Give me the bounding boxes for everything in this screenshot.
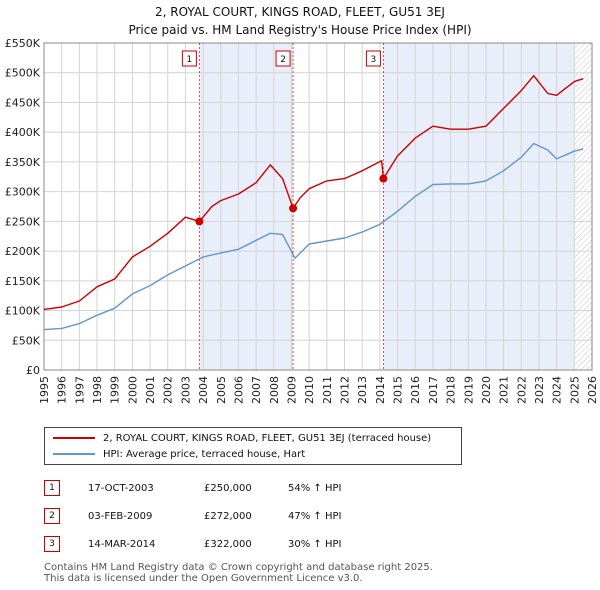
y-tick-label: £250K — [5, 215, 41, 228]
y-tick-label: £550K — [5, 37, 41, 50]
sale-number: 1 — [44, 480, 60, 496]
y-tick-label: £150K — [5, 275, 41, 288]
x-tick-label: 2016 — [409, 376, 422, 404]
sale-hpi-change: 30% ↑ HPI — [288, 538, 342, 550]
sales-table: 1 17-OCT-2003 £250,000 54% ↑ HPI 2 03-FE… — [44, 474, 341, 558]
price-chart: 2, ROYAL COURT, KINGS ROAD, FLEET, GU51 … — [5, 5, 599, 404]
x-tick-label: 2003 — [179, 376, 192, 404]
y-tick-label: £200K — [5, 245, 41, 258]
chart-title: 2, ROYAL COURT, KINGS ROAD, FLEET, GU51 … — [155, 5, 445, 19]
property-price-line — [43, 74, 584, 311]
plot-frame — [43, 42, 593, 371]
y-tick-label: £450K — [5, 96, 41, 109]
table-row: 3 14-MAR-2014 £322,000 30% ↑ HPI — [44, 530, 341, 558]
x-tick-label: 2024 — [551, 376, 564, 404]
x-tick-label: 2021 — [498, 376, 511, 404]
y-tick-label: £350K — [5, 156, 41, 169]
footer-licence: This data is licensed under the Open Gov… — [44, 573, 363, 584]
sale-price: £250,000 — [204, 482, 252, 494]
sale-date: 17-OCT-2003 — [88, 482, 154, 494]
sale-date: 14-MAR-2014 — [88, 538, 156, 550]
sale-label: 2 — [280, 55, 286, 65]
x-tick-label: 2020 — [480, 376, 493, 404]
sale-label-box — [365, 50, 381, 67]
legend-swatch-hpi — [53, 453, 95, 455]
sale-price: £272,000 — [204, 510, 252, 522]
sale-price: £322,000 — [204, 538, 252, 550]
x-tick-label: 2025 — [568, 376, 581, 404]
x-tick-label: 2019 — [462, 376, 475, 404]
forecast-hatch — [574, 43, 592, 370]
x-tick-label: 1999 — [109, 376, 122, 404]
x-tick-label: 2004 — [197, 376, 210, 404]
y-tick-label: £0 — [26, 364, 40, 377]
x-tick-label: 2023 — [533, 376, 546, 404]
sale-label-box — [181, 50, 197, 67]
x-tick-label: 2015 — [392, 376, 405, 404]
y-tick-label: £50K — [12, 334, 41, 347]
sale-label-box — [275, 50, 291, 67]
x-tick-label: 2011 — [321, 376, 334, 404]
sale-hpi-change: 54% ↑ HPI — [288, 482, 342, 494]
x-tick-label: 2013 — [356, 376, 369, 404]
y-tick-label: £500K — [5, 67, 41, 80]
table-row: 2 03-FEB-2009 £272,000 47% ↑ HPI — [44, 502, 341, 530]
sale-date: 03-FEB-2009 — [88, 510, 153, 522]
x-tick-label: 2014 — [374, 376, 387, 404]
x-tick-label: 2005 — [215, 376, 228, 404]
y-tick-label: £100K — [5, 305, 41, 318]
x-tick-label: 2007 — [250, 376, 263, 404]
sale-point — [379, 174, 388, 183]
y-tick-label: £400K — [5, 126, 41, 139]
chart-subtitle: Price paid vs. HM Land Registry's House … — [128, 23, 471, 37]
x-tick-label: 1996 — [56, 376, 69, 404]
y-tick-label: £300K — [5, 186, 41, 199]
x-tick-label: 2012 — [339, 376, 352, 404]
ownership-period-band — [199, 43, 294, 370]
x-tick-label: 1998 — [91, 376, 104, 404]
x-tick-label: 2000 — [126, 376, 139, 404]
x-tick-label: 2017 — [427, 376, 440, 404]
x-tick-label: 2002 — [162, 376, 175, 404]
legend-label-property: 2, ROYAL COURT, KINGS ROAD, FLEET, GU51 … — [103, 432, 432, 444]
sale-label: 3 — [371, 55, 377, 65]
attribution-footer: Contains HM Land Registry data © Crown c… — [44, 562, 433, 584]
footer-copyright: Contains HM Land Registry data © Crown c… — [44, 562, 433, 573]
sale-point — [289, 204, 298, 213]
x-tick-label: 1995 — [38, 376, 51, 404]
x-tick-label: 1997 — [73, 376, 86, 404]
x-tick-label: 2026 — [586, 376, 599, 404]
x-tick-label: 2018 — [445, 376, 458, 404]
x-tick-label: 2001 — [144, 376, 157, 404]
sale-hpi-change: 47% ↑ HPI — [288, 510, 342, 522]
x-tick-label: 2008 — [268, 376, 281, 404]
table-row: 1 17-OCT-2003 £250,000 54% ↑ HPI — [44, 474, 341, 502]
sale-label: 1 — [187, 55, 193, 65]
sale-point — [195, 217, 204, 226]
x-tick-label: 2009 — [285, 376, 298, 404]
ownership-period-band — [383, 43, 575, 370]
chart-legend: 2, ROYAL COURT, KINGS ROAD, FLEET, GU51 … — [44, 427, 462, 465]
x-tick-label: 2010 — [303, 376, 316, 404]
legend-label-hpi: HPI: Average price, terraced house, Hart — [103, 448, 306, 460]
legend-swatch-property — [53, 437, 95, 439]
legend-item-hpi: HPI: Average price, terraced house, Hart — [53, 447, 305, 461]
x-tick-label: 2006 — [232, 376, 245, 404]
legend-item-property: 2, ROYAL COURT, KINGS ROAD, FLEET, GU51 … — [53, 431, 431, 445]
sale-number: 3 — [44, 536, 60, 552]
sale-number: 2 — [44, 508, 60, 524]
hpi-line — [43, 142, 584, 331]
x-tick-label: 2022 — [515, 376, 528, 404]
